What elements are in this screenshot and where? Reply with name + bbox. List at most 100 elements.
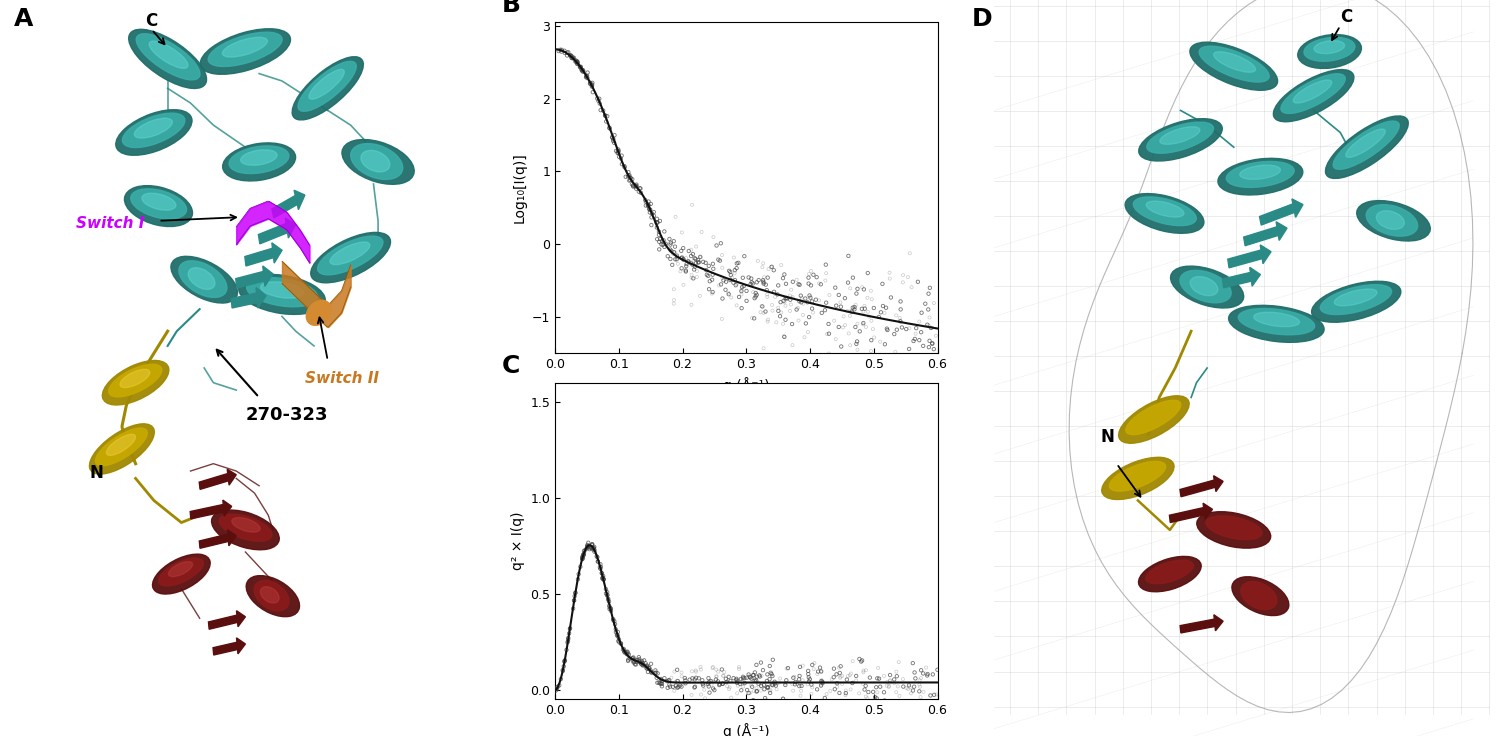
Point xyxy=(669,245,693,257)
Point xyxy=(839,339,862,351)
Point xyxy=(808,662,832,673)
Point xyxy=(910,372,934,383)
Ellipse shape xyxy=(148,41,188,68)
Point xyxy=(742,675,766,687)
Point xyxy=(651,235,675,247)
Point xyxy=(622,658,646,670)
Point xyxy=(888,312,912,324)
Point xyxy=(621,657,645,668)
Point xyxy=(849,656,873,668)
Point xyxy=(859,315,883,327)
Point xyxy=(585,93,609,105)
Point xyxy=(556,635,580,647)
Point xyxy=(636,199,660,211)
Point xyxy=(687,673,711,684)
Point xyxy=(681,255,705,266)
Point xyxy=(746,255,770,266)
Point xyxy=(614,646,638,658)
Point xyxy=(898,699,922,711)
Point xyxy=(833,319,856,331)
Point xyxy=(752,275,776,286)
Point xyxy=(576,67,600,79)
Point xyxy=(896,272,920,283)
Point xyxy=(648,677,672,689)
Point xyxy=(544,684,568,696)
Point xyxy=(680,299,703,311)
Ellipse shape xyxy=(1311,281,1401,322)
Point xyxy=(666,258,690,269)
Point xyxy=(716,680,740,692)
Point xyxy=(867,311,891,323)
Point xyxy=(756,314,780,325)
Ellipse shape xyxy=(159,558,204,586)
Point xyxy=(742,667,766,679)
Point xyxy=(612,161,636,173)
Point xyxy=(638,203,662,215)
Point xyxy=(692,680,715,692)
Point xyxy=(810,675,834,687)
Point xyxy=(690,678,714,690)
Point xyxy=(714,676,738,688)
Point xyxy=(885,666,909,678)
Point xyxy=(792,331,816,343)
Point xyxy=(650,236,674,247)
Point xyxy=(876,676,900,687)
Point xyxy=(646,676,670,688)
Point xyxy=(639,666,663,678)
Point xyxy=(700,274,724,286)
Point xyxy=(794,293,818,305)
Point xyxy=(658,253,682,265)
Point xyxy=(579,78,603,90)
Point xyxy=(580,86,604,98)
Point xyxy=(656,682,680,694)
Point xyxy=(853,665,877,676)
Point xyxy=(729,286,753,297)
Point xyxy=(847,653,871,665)
Point xyxy=(608,151,631,163)
Point xyxy=(910,355,934,367)
Point xyxy=(828,297,852,308)
Point xyxy=(642,210,666,222)
Point xyxy=(576,542,600,553)
Point xyxy=(674,677,698,689)
Point xyxy=(830,341,854,353)
Point xyxy=(645,672,669,684)
Point xyxy=(760,305,784,316)
Point xyxy=(744,682,768,694)
Point xyxy=(729,302,753,314)
Point xyxy=(572,548,596,560)
Point xyxy=(718,675,742,687)
Point xyxy=(546,45,570,57)
Point xyxy=(746,277,770,289)
Point xyxy=(786,278,810,290)
Point xyxy=(636,663,660,675)
Point xyxy=(920,322,944,333)
Point xyxy=(662,247,686,258)
Point xyxy=(744,289,768,301)
Point xyxy=(711,678,735,690)
Point xyxy=(744,287,768,299)
FancyArrow shape xyxy=(272,191,304,218)
Ellipse shape xyxy=(96,428,147,466)
Point xyxy=(830,301,854,313)
Ellipse shape xyxy=(1377,210,1404,230)
Point xyxy=(624,179,648,191)
Point xyxy=(868,336,892,347)
Point xyxy=(766,302,790,314)
Point xyxy=(681,259,705,271)
Point xyxy=(566,56,590,68)
Point xyxy=(645,677,669,689)
Point xyxy=(606,145,630,157)
Point xyxy=(724,673,748,684)
Point xyxy=(730,673,754,684)
Point xyxy=(750,670,774,682)
Point xyxy=(626,654,650,666)
Point xyxy=(903,328,927,339)
Point xyxy=(748,657,772,668)
Point xyxy=(717,265,741,277)
Point xyxy=(864,693,888,704)
Point xyxy=(859,334,883,346)
Point xyxy=(564,54,588,66)
Point xyxy=(882,328,906,340)
Point xyxy=(878,681,902,693)
